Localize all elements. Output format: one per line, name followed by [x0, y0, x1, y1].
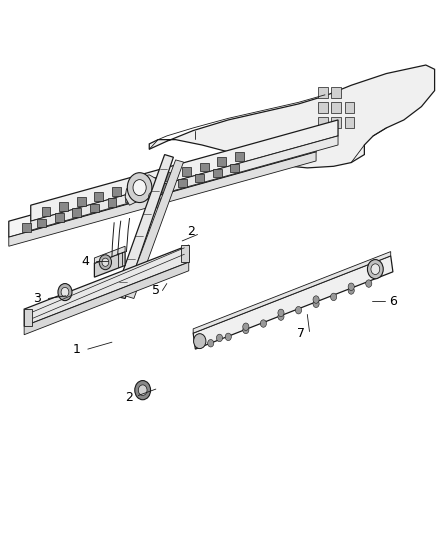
FancyBboxPatch shape [147, 177, 155, 186]
Circle shape [133, 180, 146, 196]
Circle shape [347, 283, 353, 290]
FancyBboxPatch shape [195, 174, 204, 182]
FancyBboxPatch shape [217, 157, 226, 166]
FancyBboxPatch shape [59, 202, 68, 211]
Polygon shape [125, 175, 158, 205]
Polygon shape [114, 155, 173, 298]
Circle shape [277, 313, 283, 320]
Circle shape [58, 284, 72, 301]
FancyBboxPatch shape [182, 167, 191, 176]
FancyBboxPatch shape [42, 207, 50, 216]
Text: 2: 2 [125, 391, 133, 403]
Text: 2: 2 [187, 225, 194, 238]
Polygon shape [24, 262, 188, 335]
Circle shape [207, 340, 213, 347]
Text: 4: 4 [81, 255, 89, 268]
Bar [344, 102, 353, 113]
Bar [331, 87, 340, 98]
Polygon shape [94, 252, 125, 277]
Bar [318, 87, 327, 98]
Polygon shape [9, 152, 315, 246]
FancyBboxPatch shape [234, 152, 243, 161]
Text: 6: 6 [388, 295, 396, 308]
FancyBboxPatch shape [77, 197, 85, 206]
FancyBboxPatch shape [212, 169, 221, 177]
Circle shape [312, 296, 318, 303]
Polygon shape [9, 136, 315, 237]
Circle shape [330, 293, 336, 301]
Circle shape [193, 334, 205, 349]
Bar [344, 117, 353, 128]
Circle shape [216, 334, 222, 342]
Text: 1: 1 [73, 343, 81, 356]
FancyBboxPatch shape [142, 189, 151, 197]
Circle shape [152, 197, 161, 208]
FancyBboxPatch shape [112, 187, 120, 196]
FancyBboxPatch shape [90, 204, 99, 212]
FancyBboxPatch shape [129, 182, 138, 191]
Bar [331, 102, 340, 113]
FancyBboxPatch shape [107, 198, 116, 207]
Polygon shape [24, 245, 188, 326]
FancyBboxPatch shape [72, 208, 81, 217]
Circle shape [295, 306, 301, 314]
Polygon shape [31, 120, 337, 221]
FancyBboxPatch shape [55, 213, 64, 222]
Circle shape [260, 320, 266, 327]
FancyBboxPatch shape [125, 193, 134, 202]
Text: 5: 5 [152, 284, 159, 297]
Circle shape [242, 323, 248, 330]
Circle shape [61, 287, 69, 297]
Circle shape [347, 287, 353, 294]
Circle shape [367, 260, 382, 279]
Polygon shape [31, 136, 337, 230]
FancyBboxPatch shape [37, 219, 46, 227]
FancyBboxPatch shape [230, 164, 239, 172]
Circle shape [127, 173, 152, 203]
Circle shape [99, 255, 111, 270]
FancyBboxPatch shape [199, 163, 208, 171]
FancyBboxPatch shape [164, 172, 173, 181]
Polygon shape [193, 252, 390, 333]
Circle shape [134, 381, 150, 400]
FancyBboxPatch shape [177, 179, 186, 187]
Polygon shape [94, 246, 125, 263]
Circle shape [138, 385, 147, 395]
Circle shape [365, 280, 371, 287]
Polygon shape [125, 160, 183, 298]
Circle shape [242, 326, 248, 334]
Text: 3: 3 [33, 292, 41, 305]
FancyBboxPatch shape [94, 192, 103, 201]
Circle shape [370, 264, 379, 274]
Bar [331, 117, 340, 128]
Circle shape [277, 309, 283, 317]
Polygon shape [149, 65, 434, 168]
Text: 7: 7 [296, 327, 304, 340]
Circle shape [102, 258, 109, 266]
Bar [24, 309, 32, 326]
Circle shape [148, 192, 157, 203]
Bar [180, 245, 188, 262]
Bar [318, 102, 327, 113]
Bar [318, 117, 327, 128]
Circle shape [225, 333, 231, 341]
Polygon shape [193, 256, 392, 349]
FancyBboxPatch shape [22, 223, 31, 232]
Circle shape [312, 300, 318, 308]
FancyBboxPatch shape [160, 183, 169, 192]
